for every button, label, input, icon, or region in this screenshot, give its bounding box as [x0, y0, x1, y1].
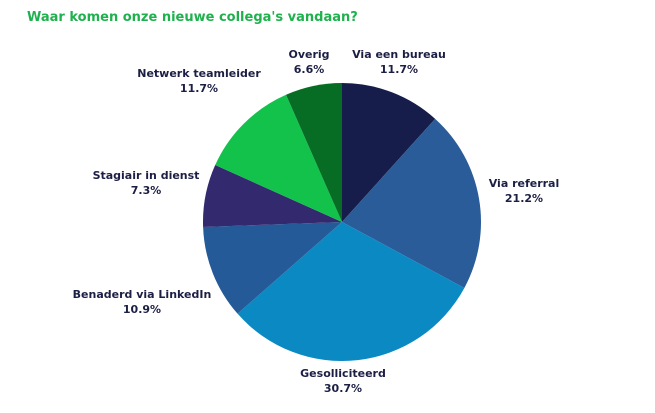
chart-title: Waar komen onze nieuwe collega's vandaan…	[27, 10, 358, 25]
pie-slice-gesolliciteerd	[237, 222, 465, 361]
label-value: 11.7%	[379, 63, 419, 76]
pie-slice-overig	[286, 83, 342, 222]
pie-slice-netwerk-teamleider	[215, 94, 342, 222]
label-value: 30.7%	[323, 382, 363, 395]
label-via-een-bureau: Via een bureau 11.7%	[352, 47, 446, 77]
label-gesolliciteerd: Gesolliciteerd 30.7%	[300, 366, 386, 396]
label-category: Benaderd via LinkedIn	[72, 288, 212, 301]
label-stagiair-in-dienst: Stagiair in dienst 7.3%	[93, 168, 200, 198]
pie-slice-via-referral	[342, 118, 481, 288]
label-value: 10.9%	[122, 303, 162, 316]
label-category: Via referral	[488, 177, 560, 190]
label-via-referral: Via referral 21.2%	[489, 176, 560, 206]
label-value: 7.3%	[130, 184, 162, 197]
pie-slice-via-een-bureau	[342, 83, 436, 222]
label-value: 11.7%	[179, 82, 219, 95]
label-category: Stagiair in dienst	[92, 169, 200, 182]
label-category: Overig	[288, 48, 330, 61]
label-benaderd-via-linkedin: Benaderd via LinkedIn 10.9%	[73, 287, 212, 317]
label-value: 21.2%	[504, 192, 544, 205]
pie-slice-stagiair-in-dienst	[203, 165, 342, 228]
label-category: Netwerk teamleider	[137, 67, 261, 80]
label-overig: Overig 6.6%	[288, 47, 329, 77]
label-category: Gesolliciteerd	[300, 367, 386, 380]
label-category: Via een bureau	[352, 48, 446, 61]
pie-slice-benaderd-via-linkedin	[203, 222, 342, 314]
label-netwerk-teamleider: Netwerk teamleider 11.7%	[137, 66, 260, 96]
label-value: 6.6%	[293, 63, 325, 76]
